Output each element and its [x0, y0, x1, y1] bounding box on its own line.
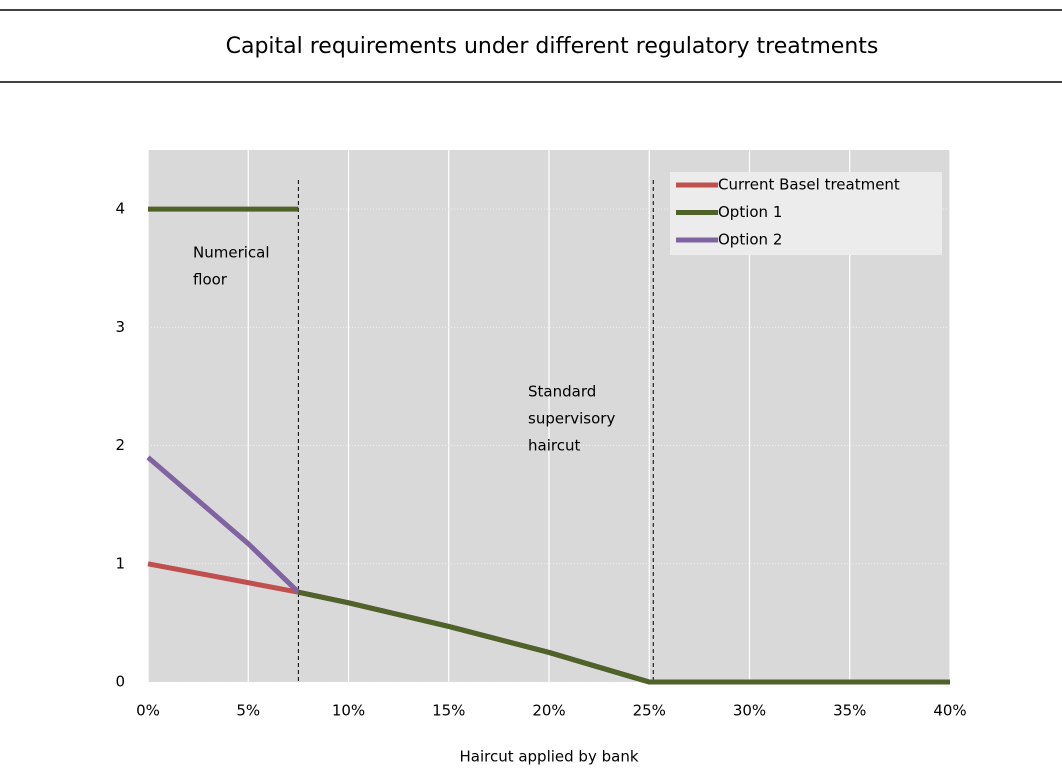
- x-tick-label: 30%: [733, 702, 766, 720]
- chart-title: Capital requirements under different reg…: [226, 34, 879, 59]
- legend-label: Option 1: [718, 203, 782, 221]
- x-tick-label: 25%: [633, 702, 666, 720]
- legend-label: Current Basel treatment: [718, 176, 900, 194]
- annotation: Numerical: [193, 244, 270, 262]
- legend-label: Option 2: [718, 231, 782, 249]
- x-tick-label: 10%: [332, 702, 365, 720]
- annotation: supervisory: [528, 410, 615, 428]
- x-tick-label: 15%: [432, 702, 465, 720]
- annotation: Standard: [528, 383, 596, 401]
- annotation: haircut: [528, 437, 580, 455]
- y-tick-label: 4: [115, 200, 125, 218]
- annotation: floor: [193, 271, 228, 289]
- x-tick-label: 5%: [236, 702, 260, 720]
- y-tick-label: 1: [115, 554, 125, 572]
- x-tick-label: 20%: [532, 702, 565, 720]
- y-tick-label: 3: [115, 318, 125, 336]
- x-tick-label: 35%: [833, 702, 866, 720]
- series-line: [148, 206, 950, 685]
- x-axis-label: Haircut applied by bank: [459, 748, 638, 766]
- x-tick-label: 40%: [933, 702, 966, 720]
- y-tick-label: 2: [115, 436, 125, 454]
- y-tick-label: 0: [115, 673, 125, 691]
- x-tick-label: 0%: [136, 702, 160, 720]
